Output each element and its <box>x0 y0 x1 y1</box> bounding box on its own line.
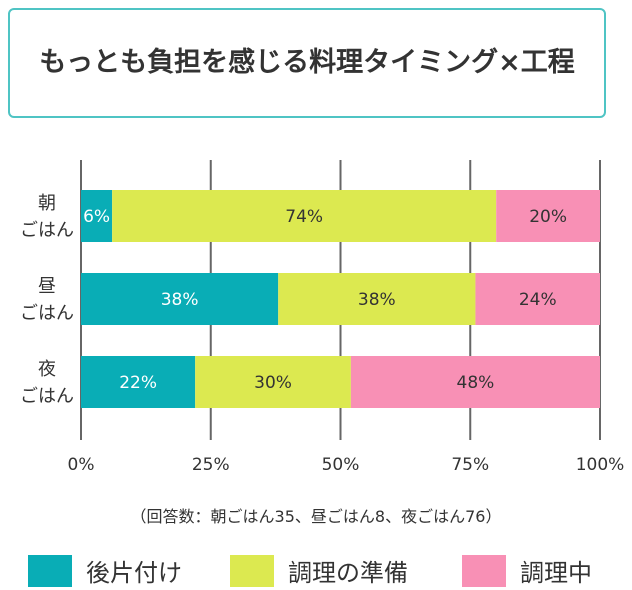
legend-swatch <box>28 554 72 587</box>
data-label: 20% <box>529 207 567 227</box>
legend-item: 後片付け <box>28 553 182 588</box>
legend-label: 調理中 <box>520 559 592 587</box>
legend-swatch <box>462 554 506 587</box>
x-tick-label: 50% <box>322 455 360 475</box>
bar-segment <box>112 190 497 242</box>
x-tick-label: 0% <box>68 455 95 475</box>
bar-segment <box>81 190 113 242</box>
bar-segment <box>496 190 600 242</box>
data-label: 30% <box>254 373 292 393</box>
legend-label: 調理の準備 <box>288 559 408 587</box>
category-label: 朝 <box>38 193 56 214</box>
category-label: 夜 <box>38 359 56 380</box>
data-label: 6% <box>83 207 110 227</box>
category-label: ごはん <box>20 303 74 324</box>
legend: 後片付け 調理の準備 調理中 <box>0 553 632 589</box>
data-label: 74% <box>285 207 323 227</box>
legend-item: 調理の準備 <box>230 553 408 588</box>
chart-title: もっとも負担を感じる料理タイミング×工程 <box>8 8 606 118</box>
legend-label: 後片付け <box>86 559 182 587</box>
bar-segment <box>81 273 279 325</box>
x-tick-label: 100% <box>576 455 625 475</box>
response-count-note: （回答数：朝ごはん35、昼ごはん8、夜ごはん76） <box>130 507 502 526</box>
data-label: 38% <box>358 290 396 310</box>
category-label: 昼 <box>38 276 56 297</box>
data-label: 38% <box>161 290 199 310</box>
legend-swatch <box>230 554 274 587</box>
x-tick-label: 25% <box>192 455 230 475</box>
bar-segment <box>278 273 476 325</box>
data-label: 24% <box>519 290 557 310</box>
x-tick-label: 75% <box>451 455 489 475</box>
legend-item: 調理中 <box>462 553 592 588</box>
bar-segment <box>350 356 600 408</box>
category-label: ごはん <box>20 220 74 241</box>
bar-segment <box>475 273 600 325</box>
category-label: ごはん <box>20 386 74 407</box>
bar-segment <box>81 356 196 408</box>
bar-segment <box>195 356 351 408</box>
data-label: 48% <box>457 373 495 393</box>
data-label: 22% <box>119 373 157 393</box>
